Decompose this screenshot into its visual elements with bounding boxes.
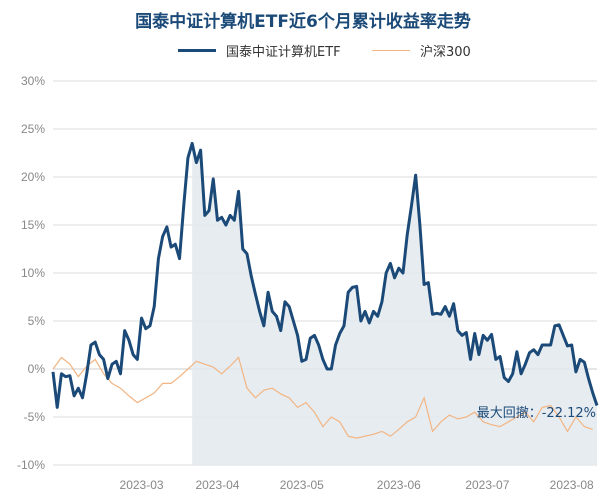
- y-tick-label: 15%: [21, 218, 45, 232]
- x-tick-label: 2023-04: [195, 478, 239, 492]
- drawdown-area: [192, 143, 598, 465]
- y-tick-label: -10%: [17, 458, 45, 472]
- series-line-hs300: [52, 356, 593, 439]
- x-tick-label: 2023-06: [377, 478, 421, 492]
- legend-label-hs300: 沪深300: [420, 44, 471, 60]
- x-tick-label: 2023-08: [550, 478, 594, 492]
- y-tick-label: 25%: [21, 122, 45, 136]
- max-drawdown-annotation: 最大回撤：-22.12%: [476, 406, 596, 421]
- y-tick-label: 5%: [28, 314, 46, 328]
- legend-label-etf: 国泰中证计算机ETF: [226, 44, 341, 60]
- x-tick-label: 2023-03: [120, 478, 164, 492]
- y-tick-label: 0%: [28, 362, 46, 376]
- series-line-etf: [51, 141, 599, 409]
- y-tick-label: 10%: [21, 266, 45, 280]
- x-tick-label: 2023-05: [280, 478, 324, 492]
- y-tick-label: -5%: [24, 410, 46, 424]
- x-tick-label: 2023-07: [465, 478, 509, 492]
- legend-swatch-hs300: [372, 49, 410, 51]
- legend-item-etf[interactable]: 国泰中证计算机ETF: [178, 40, 341, 60]
- legend-swatch-etf: [178, 48, 216, 52]
- y-tick-label: 30%: [21, 74, 45, 88]
- chart-title: 国泰中证计算机ETF近6个月累计收益率走势: [135, 12, 471, 32]
- chart-legend: 国泰中证计算机ETF 沪深300: [0, 40, 606, 60]
- legend-item-hs300[interactable]: 沪深300: [372, 40, 471, 60]
- y-tick-label: 20%: [21, 170, 45, 184]
